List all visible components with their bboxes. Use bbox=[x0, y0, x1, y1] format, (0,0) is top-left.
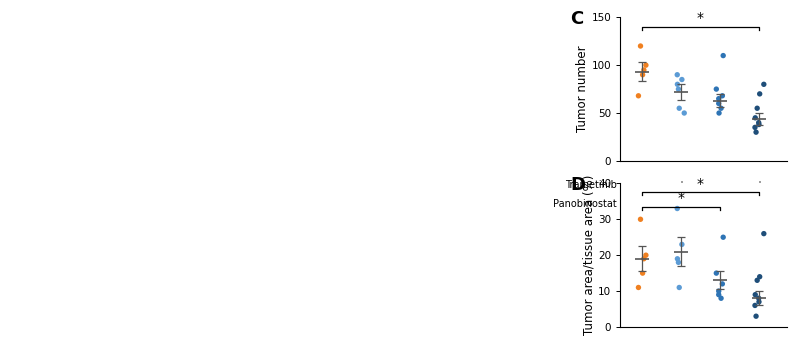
Point bbox=[751, 106, 764, 111]
Point bbox=[714, 106, 727, 111]
Text: *: * bbox=[677, 191, 684, 205]
Point bbox=[749, 125, 761, 130]
Text: *: * bbox=[697, 177, 704, 191]
Point bbox=[749, 292, 761, 298]
Text: +: + bbox=[677, 180, 685, 190]
Point bbox=[716, 281, 729, 286]
Point bbox=[671, 72, 684, 78]
Point bbox=[710, 270, 722, 276]
Text: Trametinib: Trametinib bbox=[565, 180, 617, 190]
Point bbox=[634, 217, 647, 222]
Point bbox=[671, 256, 684, 262]
Point bbox=[634, 43, 647, 49]
Y-axis label: Tumor area/tissue area (%): Tumor area/tissue area (%) bbox=[582, 175, 596, 335]
Point bbox=[753, 299, 765, 304]
Point bbox=[717, 235, 730, 240]
Point bbox=[717, 53, 730, 58]
Text: +: + bbox=[716, 199, 724, 209]
Text: -: - bbox=[679, 199, 683, 209]
Point bbox=[710, 86, 722, 92]
Point bbox=[749, 303, 761, 308]
Point bbox=[749, 313, 762, 319]
Text: -: - bbox=[640, 199, 643, 209]
Point bbox=[638, 67, 650, 73]
Text: -: - bbox=[640, 180, 643, 190]
Point bbox=[712, 101, 725, 106]
Point bbox=[712, 96, 725, 101]
Point bbox=[672, 260, 685, 265]
Point bbox=[638, 256, 650, 262]
Point bbox=[712, 292, 725, 298]
Text: Panobinostat: Panobinostat bbox=[553, 199, 617, 209]
Text: +: + bbox=[755, 199, 763, 209]
Text: -: - bbox=[718, 180, 722, 190]
Point bbox=[749, 115, 761, 121]
Point bbox=[636, 72, 649, 78]
Point bbox=[713, 110, 726, 116]
Point bbox=[749, 129, 762, 135]
Point bbox=[716, 93, 729, 99]
Point bbox=[751, 277, 764, 283]
Point bbox=[632, 285, 645, 290]
Point bbox=[712, 288, 725, 294]
Point bbox=[753, 274, 766, 280]
Point bbox=[753, 91, 766, 97]
Point bbox=[671, 82, 684, 87]
Point bbox=[673, 285, 686, 290]
Point bbox=[757, 82, 770, 87]
Point bbox=[673, 106, 686, 111]
Point bbox=[676, 77, 688, 82]
Text: D: D bbox=[570, 176, 585, 194]
Point bbox=[636, 270, 649, 276]
Point bbox=[714, 295, 727, 301]
Point bbox=[640, 253, 653, 258]
Text: *: * bbox=[697, 11, 704, 26]
Y-axis label: Tumor number: Tumor number bbox=[576, 46, 588, 133]
Text: C: C bbox=[570, 10, 584, 28]
Point bbox=[753, 122, 765, 127]
Text: +: + bbox=[755, 180, 763, 190]
Point bbox=[753, 295, 765, 301]
Point bbox=[672, 86, 685, 92]
Point bbox=[757, 231, 770, 236]
Point bbox=[753, 120, 765, 125]
Point bbox=[676, 242, 688, 247]
Point bbox=[632, 93, 645, 99]
Point bbox=[678, 110, 691, 116]
Point bbox=[671, 206, 684, 211]
Point bbox=[640, 62, 653, 68]
